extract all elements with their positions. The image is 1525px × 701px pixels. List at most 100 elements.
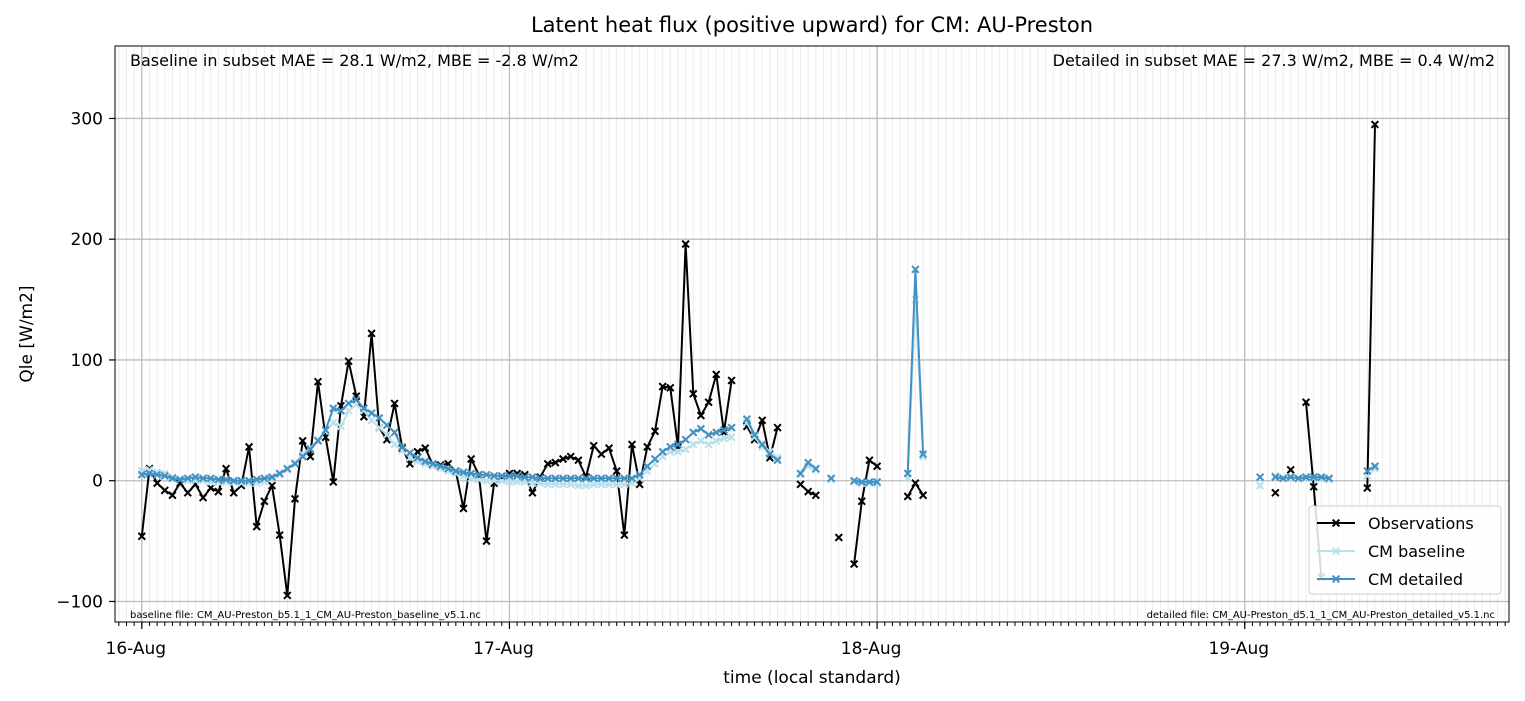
cm-detailed-point [513, 471, 522, 480]
cm-detailed-point [160, 471, 169, 480]
cm-detailed-point [689, 428, 698, 437]
cm-baseline-point [765, 447, 774, 456]
observations-point [650, 427, 660, 436]
cm-baseline-point [336, 422, 346, 431]
cm-baseline-point [1370, 464, 1380, 473]
detailed-file-annotation: detailed file: CM_AU-Preston_d5.1_1_CM_A… [1147, 610, 1495, 621]
cm-detailed-point [543, 474, 552, 483]
series-layer [137, 120, 1380, 600]
observations-point [604, 444, 614, 453]
cm-detailed-point [758, 440, 767, 449]
minor-grid [118, 46, 1506, 622]
cm-detailed-point [444, 464, 453, 473]
cm-detailed-point [1271, 472, 1280, 482]
cm-detailed-point [528, 472, 537, 482]
y-tick-label: −100 [56, 592, 103, 612]
cm-detailed-point [145, 469, 154, 478]
observations-point [1370, 120, 1380, 129]
observations-point [221, 464, 231, 473]
cm-detailed-point [620, 474, 629, 483]
observations-point [712, 370, 721, 379]
cm-detailed-point [1309, 472, 1318, 482]
cm-detailed-point [436, 462, 445, 471]
cm-baseline-point [528, 479, 537, 488]
observations-point [313, 377, 323, 386]
detailed-stats-annotation: Detailed in subset MAE = 27.3 W/m2, MBE … [1053, 51, 1495, 70]
legend-label: CM detailed [1368, 570, 1463, 589]
cm-baseline-point [604, 480, 614, 489]
observations-point [1309, 482, 1318, 491]
cm-detailed-point [589, 474, 598, 483]
observations-point [666, 383, 675, 392]
cm-detailed-point [673, 440, 683, 449]
cm-detailed-point [727, 423, 736, 432]
observations-point [390, 399, 399, 408]
observations-point [727, 376, 736, 385]
cm-detailed-point [421, 457, 430, 466]
observations-point [183, 488, 192, 497]
observations-point [643, 442, 652, 452]
observations-point [298, 436, 307, 445]
cm-detailed-point [214, 475, 223, 484]
cm-baseline-point [918, 452, 928, 461]
legend-label: CM baseline [1368, 542, 1465, 561]
cm-detailed-point [482, 470, 491, 479]
cm-detailed-point [520, 472, 529, 482]
cm-detailed-point [329, 404, 338, 413]
cm-detailed-point [352, 395, 361, 404]
cm-baseline-point [513, 477, 522, 487]
cm-detailed-point [398, 442, 407, 452]
legend: Observations CM baseline CM detailed [1308, 505, 1502, 595]
x-axis-label: time (local standard) [723, 668, 901, 688]
cm-baseline-point [719, 434, 729, 443]
observations-point [834, 533, 843, 542]
cm-detailed-point [206, 474, 215, 483]
observations-point [1301, 398, 1311, 407]
cm-baseline-line [141, 298, 1376, 487]
cm-detailed-point [704, 430, 713, 439]
cm-detailed-point [574, 474, 583, 483]
observations-point [574, 456, 583, 465]
observations-point [627, 440, 637, 449]
observations-point [857, 497, 866, 506]
observations-point [206, 483, 215, 493]
baseline-stats-annotation: Baseline in subset MAE = 28.1 W/m2, MBE … [130, 51, 579, 70]
cm-detailed-point [252, 475, 261, 484]
cm-baseline-point [696, 436, 706, 445]
y-axis-label: Qle [W/m2] [17, 285, 37, 382]
observations-point [872, 462, 882, 471]
chart-title: Latent heat flux (positive upward) for C… [531, 13, 1093, 37]
legend-label: Observations [1368, 514, 1474, 533]
cm-detailed-point [290, 459, 300, 468]
observations-point [482, 536, 491, 546]
cm-detailed-point [666, 442, 675, 452]
cm-baseline-point [551, 480, 560, 489]
cm-baseline-point [482, 476, 491, 485]
cm-detailed-point [390, 428, 399, 437]
cm-baseline-point [566, 480, 575, 489]
cm-detailed-point [191, 472, 200, 482]
cm-baseline-point [1255, 481, 1265, 490]
observations-point [413, 447, 422, 456]
observations-point [459, 504, 468, 513]
cm-detailed-point [183, 474, 192, 483]
cm-detailed-point [382, 421, 392, 430]
legend-marker [1331, 574, 1341, 584]
cm-detailed-point [336, 406, 346, 415]
cm-detailed-point [1363, 466, 1372, 476]
cm-baseline-point [390, 440, 399, 449]
cm-baseline-point [620, 480, 629, 489]
cm-detailed-point [650, 454, 660, 464]
cm-baseline-point [543, 480, 552, 489]
cm-detailed-point [903, 469, 912, 478]
legend-marker [1331, 546, 1341, 556]
observations-point [252, 522, 261, 531]
legend-entry-cm-baseline: CM baseline [1317, 542, 1465, 561]
cm-detailed-point [260, 474, 269, 483]
cm-detailed-point [581, 474, 591, 483]
cm-baseline-point [375, 423, 384, 432]
y-tick-label: 300 [71, 109, 103, 129]
x-tick-label: 19-Aug [1208, 639, 1269, 659]
cm-detailed-point [229, 476, 238, 485]
